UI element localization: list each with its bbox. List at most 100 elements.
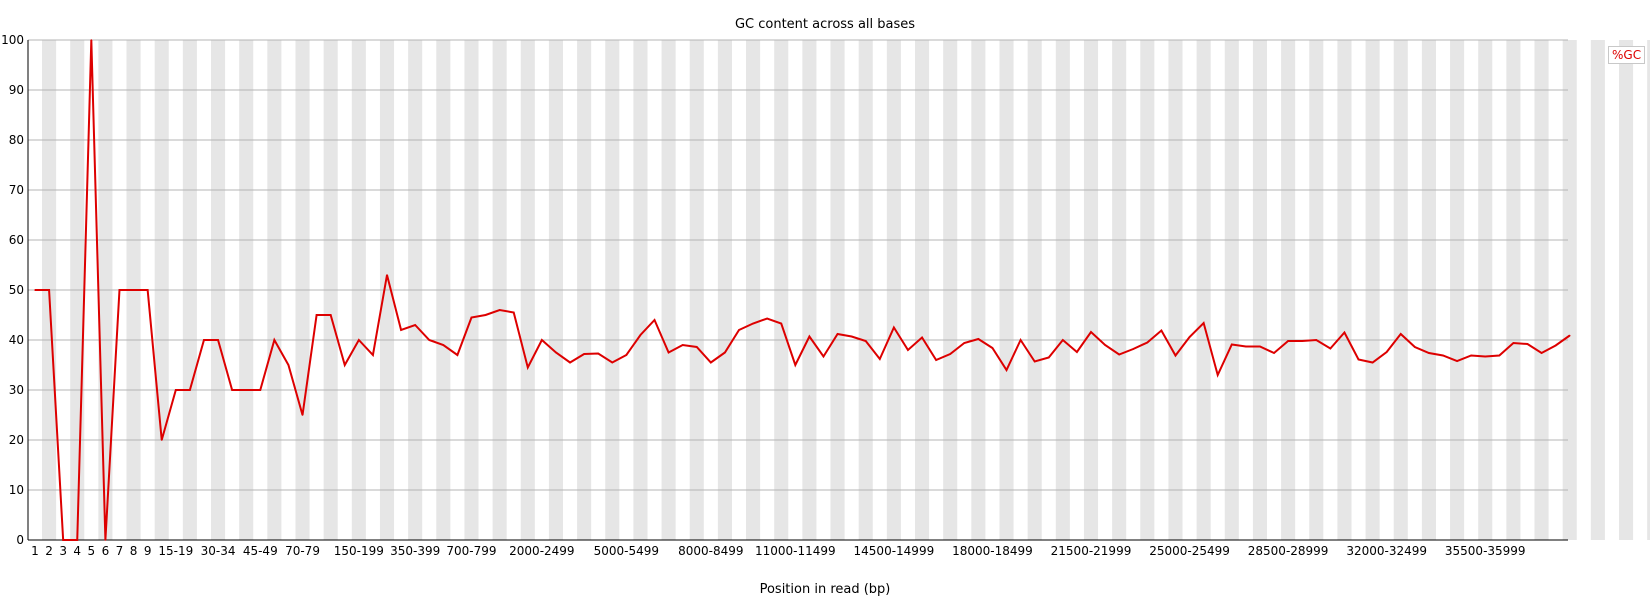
data-point [1470, 355, 1472, 357]
data-point [1541, 352, 1543, 354]
x-tick-label: 11000-11499 [755, 544, 836, 558]
data-point [231, 389, 233, 391]
data-point [1175, 355, 1177, 357]
data-point [541, 339, 543, 341]
x-tick-label: 18000-18499 [952, 544, 1033, 558]
data-point [1400, 333, 1402, 335]
data-point [259, 389, 261, 391]
data-point [62, 539, 64, 541]
x-tick-label: 25000-25499 [1149, 544, 1230, 558]
data-point [710, 362, 712, 364]
x-tick-label: 2000-2499 [509, 544, 574, 558]
data-point [907, 349, 909, 351]
data-point [400, 329, 402, 331]
y-tick-label: 60 [9, 233, 24, 247]
data-point [386, 274, 388, 276]
y-tick-label: 70 [9, 183, 24, 197]
data-point [893, 327, 895, 329]
data-point [1527, 343, 1529, 345]
x-tick-label: 32000-32499 [1346, 544, 1427, 558]
data-point [766, 318, 768, 320]
data-point [1484, 356, 1486, 358]
data-point [344, 364, 346, 366]
data-point [626, 354, 628, 356]
data-point [1358, 359, 1360, 361]
y-tick-label: 0 [16, 533, 24, 547]
data-point [1287, 340, 1289, 342]
data-point [1344, 332, 1346, 334]
data-point [288, 364, 290, 366]
data-point [654, 319, 656, 321]
data-point [1386, 351, 1388, 353]
data-point [203, 339, 205, 341]
data-point [921, 337, 923, 339]
x-tick-label: 2 [45, 544, 53, 558]
data-point [1076, 351, 1078, 353]
data-point [1062, 339, 1064, 341]
x-tick-label: 8000-8499 [678, 544, 743, 558]
data-point [48, 289, 50, 291]
y-tick-label: 80 [9, 133, 24, 147]
data-point [414, 324, 416, 326]
horizontal-gridlines [28, 40, 1568, 540]
band [1591, 40, 1605, 540]
data-point [738, 329, 740, 331]
data-point [611, 362, 613, 364]
data-point [133, 289, 135, 291]
x-tick-label: 150-199 [334, 544, 384, 558]
x-tick-label: 14500-14999 [854, 544, 935, 558]
x-tick-label: 45-49 [243, 544, 278, 558]
data-point [330, 314, 332, 316]
data-point [485, 314, 487, 316]
data-point [161, 439, 163, 441]
data-point [597, 353, 599, 355]
x-tick-label: 7 [116, 544, 124, 558]
data-point [1118, 354, 1120, 356]
legend-entry-gc: %GC [1612, 48, 1641, 62]
data-point [1499, 355, 1501, 357]
y-tick-label: 20 [9, 433, 24, 447]
data-point [1245, 346, 1247, 348]
data-point [809, 336, 811, 338]
data-point [91, 39, 93, 41]
data-point [640, 334, 642, 336]
data-point [837, 333, 839, 335]
data-point [189, 389, 191, 391]
data-point [1456, 360, 1458, 362]
data-point [682, 344, 684, 346]
data-point [1442, 355, 1444, 357]
x-axis-label: Position in read (bp) [0, 582, 1650, 597]
data-point [1569, 335, 1571, 337]
data-point [1034, 361, 1036, 363]
data-point [471, 317, 473, 319]
x-tick-labels: 1 2 3 4 5 6 7 8 9 15-19 30-34 45-49 70-79 150-199 350-… [31, 544, 1525, 558]
data-point [1203, 322, 1205, 324]
data-point [1104, 344, 1106, 346]
data-point [1428, 352, 1430, 354]
x-tick-label: 5 [87, 544, 95, 558]
band [1619, 40, 1633, 540]
y-tick-labels: 0 10 20 30 40 50 60 70 80 90 100 [1, 33, 24, 547]
data-point [1132, 348, 1134, 350]
data-point [668, 352, 670, 354]
x-tick-label: 8 [130, 544, 138, 558]
data-point [175, 389, 177, 391]
data-point [372, 354, 374, 356]
x-tick-label: 28500-28999 [1248, 544, 1329, 558]
data-point [795, 364, 797, 366]
data-point [358, 339, 360, 341]
data-point [499, 309, 501, 311]
data-point [1372, 362, 1374, 364]
data-point [780, 323, 782, 325]
x-tick-label: 9 [144, 544, 152, 558]
data-point [1217, 374, 1219, 376]
data-point [696, 346, 698, 348]
data-point [76, 539, 78, 541]
data-point [1330, 348, 1332, 350]
x-tick-label: 15-19 [158, 544, 193, 558]
y-tick-label: 90 [9, 83, 24, 97]
data-point [527, 367, 529, 369]
x-tick-label: 3 [59, 544, 67, 558]
data-point [1273, 352, 1275, 354]
